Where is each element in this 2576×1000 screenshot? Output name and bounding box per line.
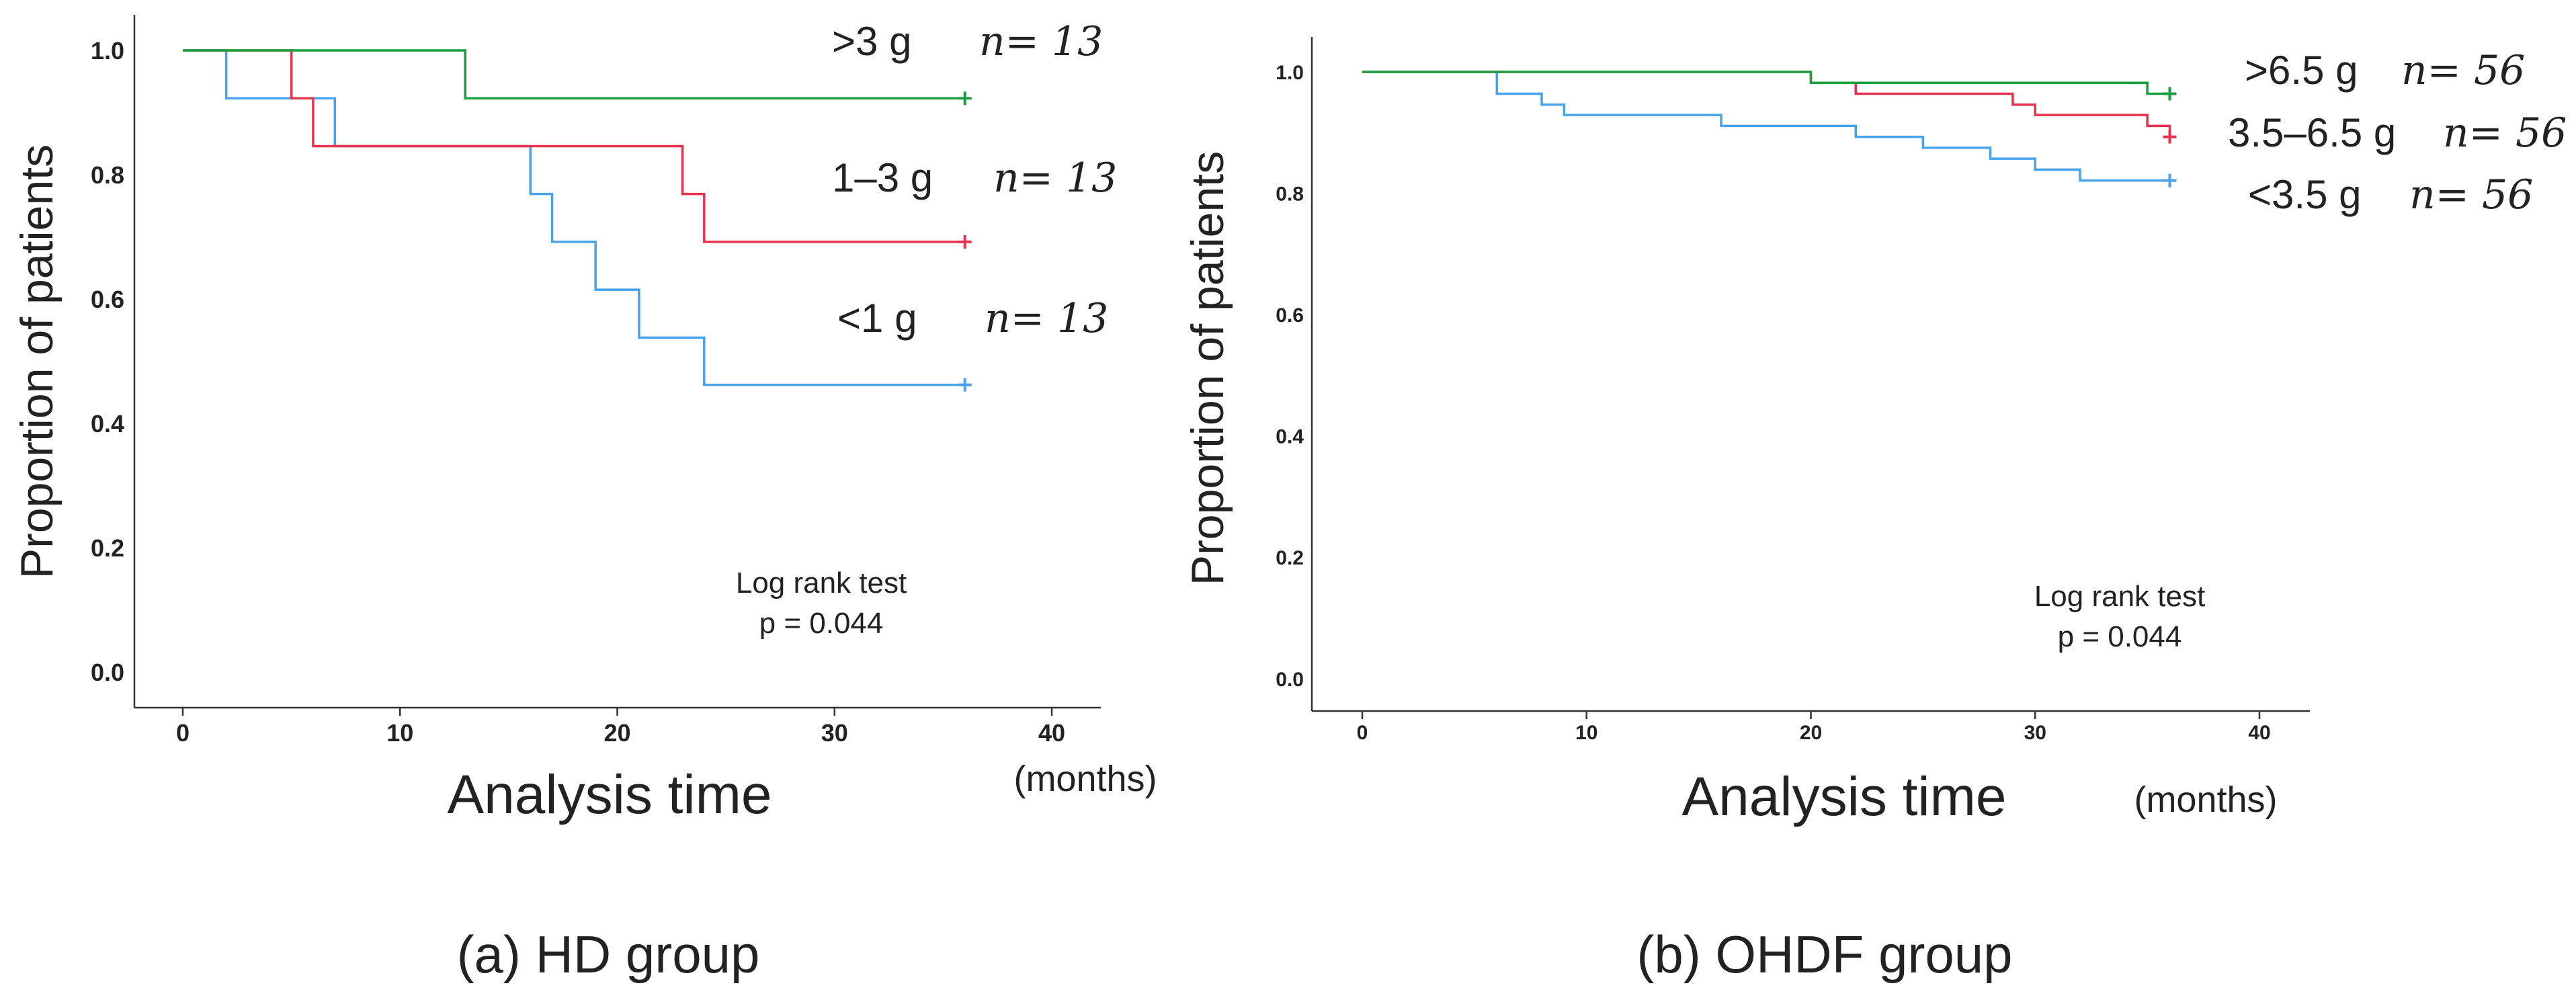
panel-a-x-tick-label-2: 20 — [604, 719, 630, 747]
panel-b-test-label: Log rank test — [2034, 580, 2205, 613]
panel-b-legend-n-0: n= 56 — [2401, 47, 2525, 94]
panel-b-x-tick-label-1: 10 — [1575, 722, 1597, 744]
panel-a-x-tick-label-3: 30 — [821, 719, 848, 747]
panel-b-y-tick-label-4: 0.8 — [1276, 183, 1304, 205]
panel-b-legend-n-1: n= 56 — [2443, 110, 2567, 157]
panel-a-legend-n-1: n= 13 — [993, 155, 1117, 202]
panel-b-months-label: (months) — [2134, 780, 2277, 820]
panel-b-curve-1 — [1362, 71, 2171, 137]
panel-a-censor-mark-0 — [958, 91, 972, 106]
panel-b-x-tick-label-3: 30 — [2024, 722, 2046, 744]
panel-b-curves — [1362, 71, 2177, 188]
panel-b-y-axis-label: Proportion of patients — [1182, 151, 1233, 585]
panel-a-curve-1 — [183, 49, 965, 243]
panel-a-curve-2 — [183, 49, 965, 386]
panel-b-censor-mark-0 — [2163, 87, 2177, 101]
panel-a-legend-n-0: n= 13 — [979, 18, 1103, 65]
panel-b-legend: >6.5 g n= 56 3.5–6.5 g n= 56 <3.5 g n= 5… — [2228, 47, 2567, 218]
panel-a-test-label: Log rank test — [736, 567, 907, 599]
panel-b-x-tick-label-2: 20 — [1800, 722, 1822, 744]
panel-a-y-tick-label-3: 0.6 — [91, 286, 124, 313]
panel-a-y-tick-label-5: 1.0 — [91, 37, 124, 65]
panel-a-x-axis-label: Analysis time — [447, 764, 772, 825]
panel-b-ticks: 0 10 20 30 40 0.0 0.2 0.4 0.6 0.8 1.0 — [1276, 62, 2270, 744]
panel-a-censor-mark-2 — [958, 378, 972, 392]
panel-b-curve-0 — [1362, 71, 2170, 95]
panel-a-censor-mark-1 — [958, 235, 972, 249]
panel-a-legend-n-2: n= 13 — [985, 295, 1108, 342]
panel-a-x-tick-label-4: 40 — [1038, 719, 1065, 747]
panel-a: 0 10 20 30 40 0.0 0.2 0.4 0.6 0.8 1.0 Proportion o… — [11, 15, 1157, 984]
panel-a-legend: >3 g n= 13 1–3 g n= 13 <1 g n= 13 — [832, 18, 1117, 342]
panel-a-curve-0 — [183, 49, 965, 99]
panel-b-y-tick-label-0: 0.0 — [1276, 669, 1304, 691]
panel-a-legend-label-1: 1–3 g — [832, 155, 933, 200]
panel-a-legend-label-0: >3 g — [832, 19, 911, 64]
panel-a-caption: (a) HD group — [457, 925, 760, 984]
panel-b-censor-mark-2 — [2163, 173, 2177, 188]
panel-b-y-tick-label-2: 0.4 — [1276, 426, 1304, 448]
panel-a-y-axis-label: Proportion of patients — [11, 144, 63, 579]
panel-a-y-tick-label-2: 0.4 — [91, 410, 124, 438]
panel-a-y-tick-label-1: 0.2 — [91, 534, 124, 562]
panel-b-x-axis-label: Analysis time — [1681, 766, 2006, 827]
panel-b-p-value: p = 0.044 — [2058, 620, 2182, 653]
panel-a-x-tick-label-1: 10 — [386, 719, 413, 747]
panel-a-axes — [133, 15, 1101, 709]
panel-b-legend-n-2: n= 56 — [2409, 171, 2533, 218]
panel-a-curves — [183, 49, 972, 392]
panel-a-legend-label-2: <1 g — [837, 296, 917, 341]
panel-b-caption: (b) OHDF group — [1636, 925, 2012, 984]
panel-b-y-tick-label-3: 0.6 — [1276, 304, 1304, 327]
panel-a-y-tick-label-0: 0.0 — [91, 659, 124, 686]
panel-b-y-tick-label-1: 0.2 — [1276, 547, 1304, 569]
panel-a-ticks: 0 10 20 30 40 0.0 0.2 0.4 0.6 0.8 1.0 — [91, 37, 1065, 747]
panel-b-censor-mark-1 — [2163, 130, 2177, 144]
panel-b-x-tick-label-4: 40 — [2248, 722, 2270, 744]
panel-a-months-label: (months) — [1013, 759, 1157, 799]
panel-b-legend-label-2: <3.5 g — [2248, 172, 2362, 217]
panel-b: 0 10 20 30 40 0.0 0.2 0.4 0.6 0.8 1.0 Proportion o… — [1182, 37, 2567, 984]
panel-b-curve-2 — [1362, 71, 2170, 182]
panel-a-x-tick-label-0: 0 — [176, 719, 190, 747]
panel-b-legend-label-0: >6.5 g — [2245, 48, 2358, 93]
panel-a-p-value: p = 0.044 — [759, 607, 884, 640]
panel-b-x-tick-label-0: 0 — [1357, 722, 1368, 744]
panel-a-y-tick-label-4: 0.8 — [91, 161, 124, 189]
panel-b-legend-label-1: 3.5–6.5 g — [2228, 110, 2396, 155]
panel-b-y-tick-label-5: 1.0 — [1276, 62, 1304, 84]
